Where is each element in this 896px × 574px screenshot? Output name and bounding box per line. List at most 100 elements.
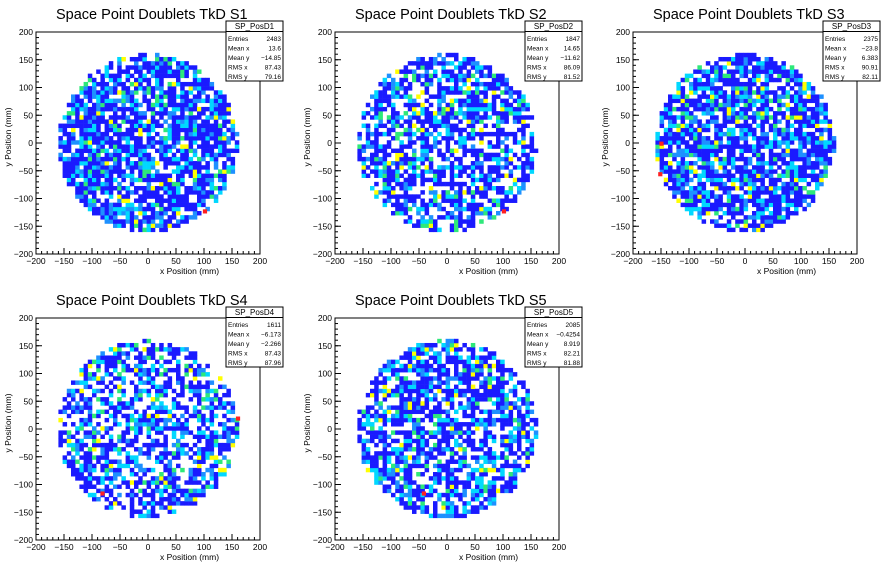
heatmap-bin — [365, 144, 371, 149]
heatmap-bin — [129, 119, 135, 124]
heatmap-bin — [180, 94, 185, 99]
heatmap-bin — [129, 161, 135, 166]
heatmap-bin — [155, 413, 160, 419]
heatmap-bin — [433, 198, 438, 203]
heatmap-bin — [374, 467, 379, 473]
heatmap-bin — [142, 77, 147, 83]
heatmap-bin — [672, 194, 677, 199]
heatmap-bin — [180, 388, 185, 394]
heatmap-bin — [747, 131, 753, 137]
heatmap-bin — [743, 219, 749, 224]
heatmap-bin — [176, 405, 181, 410]
heatmap-bin — [62, 156, 68, 162]
heatmap-bin — [66, 463, 72, 469]
heatmap-bin — [184, 426, 189, 431]
heatmap-bin — [420, 430, 425, 435]
heatmap-bin — [167, 351, 173, 356]
heatmap-bin — [75, 181, 80, 187]
heatmap-bin — [188, 115, 194, 120]
heatmap-bin — [747, 215, 753, 220]
heatmap-bin — [205, 81, 210, 87]
heatmap-bin — [416, 342, 421, 348]
heatmap-bin — [768, 215, 774, 220]
heatmap-bin — [479, 102, 484, 108]
heatmap-bin — [209, 127, 215, 133]
heatmap-bin — [58, 152, 63, 158]
heatmap-bin — [382, 106, 388, 112]
heatmap-bin — [146, 102, 152, 108]
heatmap-bin — [412, 455, 417, 460]
heatmap-bin — [777, 111, 782, 116]
heatmap-bin — [159, 355, 164, 360]
heatmap-bin — [416, 115, 421, 120]
heatmap-bin — [420, 73, 425, 79]
heatmap-bin — [470, 119, 476, 124]
heatmap-bin — [819, 94, 824, 99]
heatmap-bin — [134, 219, 139, 224]
heatmap-bin — [470, 206, 476, 212]
heatmap-bin — [726, 161, 732, 166]
heatmap-bin — [192, 392, 198, 398]
heatmap-bin — [226, 152, 231, 158]
heatmap-bin — [680, 190, 686, 195]
heatmap-bin — [176, 438, 181, 444]
heatmap-bin — [171, 156, 177, 162]
heatmap-bin — [777, 65, 782, 70]
heatmap-bin — [108, 98, 114, 104]
heatmap-bin — [192, 372, 198, 377]
stats-box-name: SP_PosD2 — [534, 22, 574, 31]
heatmap-bin — [226, 106, 231, 112]
heatmap-bin — [747, 194, 753, 199]
heatmap-bin — [722, 173, 728, 178]
heatmap-bin — [192, 136, 198, 141]
heatmap-bin — [66, 405, 72, 410]
heatmap-bin — [370, 161, 375, 166]
heatmap-bin — [146, 405, 152, 410]
heatmap-bin — [62, 397, 68, 402]
stats-row-value: −2.266 — [261, 341, 281, 348]
heatmap-bin — [747, 94, 753, 99]
heatmap-bin — [108, 144, 114, 149]
heatmap-bin — [117, 65, 122, 70]
heatmap-bin — [167, 94, 173, 99]
heatmap-bin — [83, 480, 89, 485]
heatmap-bin — [365, 102, 371, 108]
heatmap-bin — [75, 94, 80, 99]
heatmap-bin — [159, 73, 164, 79]
heatmap-bin — [138, 102, 143, 108]
heatmap-bin — [222, 165, 227, 170]
heatmap-bin — [424, 69, 430, 74]
heatmap-bin — [479, 140, 484, 145]
heatmap-bin — [403, 156, 409, 162]
heatmap-bin — [684, 198, 690, 203]
heatmap-bin — [117, 397, 122, 402]
heatmap-bin — [521, 186, 526, 191]
heatmap-bin — [226, 140, 231, 145]
heatmap-bin — [777, 102, 782, 108]
heatmap-bin — [83, 127, 89, 133]
heatmap-bin — [483, 173, 488, 178]
heatmap-bin — [197, 426, 202, 431]
heatmap-bin — [121, 69, 126, 74]
heatmap-bin — [159, 372, 164, 377]
heatmap-bin — [395, 136, 400, 141]
heatmap-bin — [365, 111, 371, 116]
heatmap-bin — [171, 509, 177, 514]
heatmap-bin — [171, 119, 177, 124]
heatmap-bin — [483, 194, 488, 199]
heatmap-bin — [146, 169, 152, 174]
heatmap-bin — [201, 397, 206, 402]
heatmap-bin — [142, 505, 147, 510]
heatmap-bin — [470, 94, 476, 99]
heatmap-bin — [197, 451, 202, 456]
heatmap-bin — [722, 115, 728, 120]
heatmap-bin — [764, 69, 770, 74]
heatmap-bin — [108, 363, 114, 369]
heatmap-bin — [134, 372, 139, 377]
heatmap-bin — [693, 198, 698, 203]
heatmap-bin — [134, 215, 139, 220]
heatmap-bin — [684, 98, 690, 104]
heatmap-bin — [407, 186, 413, 191]
heatmap-bin — [129, 413, 135, 419]
heatmap-bin — [108, 476, 114, 481]
